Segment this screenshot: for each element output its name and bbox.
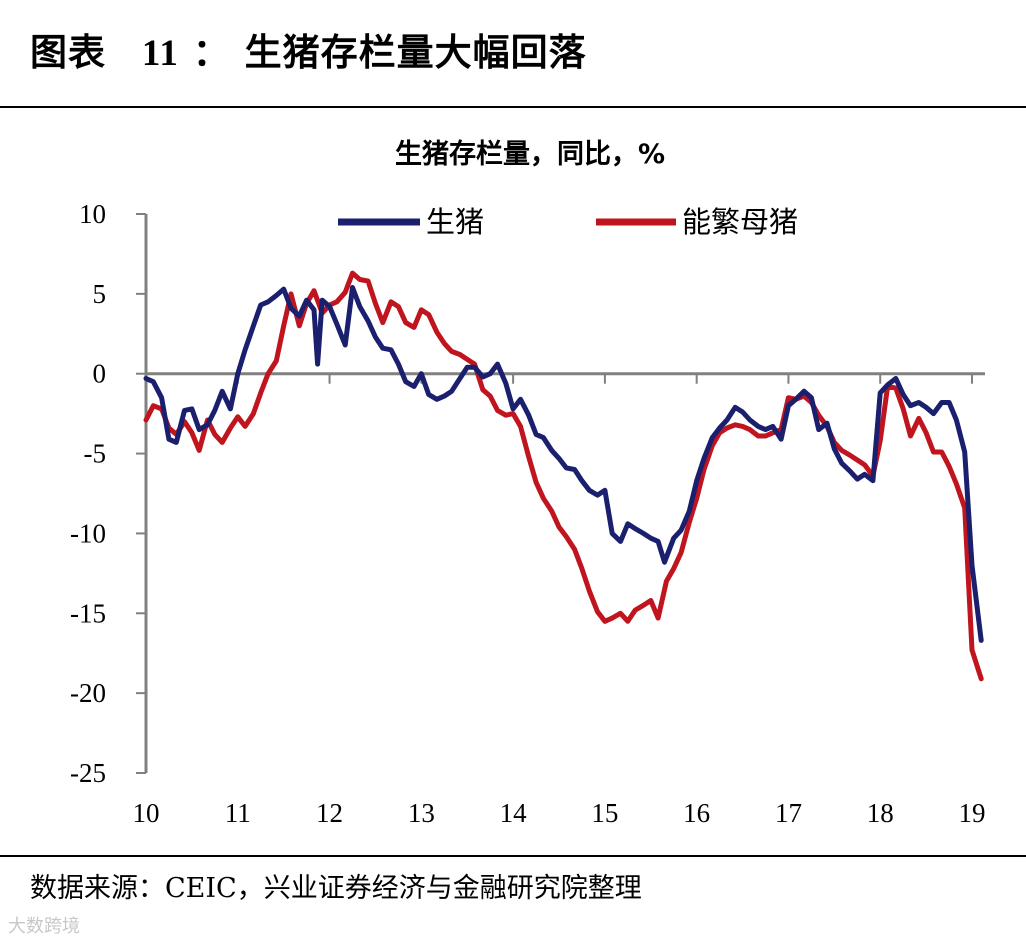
x-tick-label: 10 [133,798,160,828]
legend-label-pig: 生猪 [426,205,484,239]
x-axis: 10 11 12 13 14 15 16 17 18 19 [133,372,986,828]
y-tick-label: -25 [70,758,106,788]
watermark: 大数跨境 [8,916,80,937]
top-divider [0,106,1026,108]
y-tick-label: -10 [70,518,106,548]
series-line-sow [143,270,984,682]
y-tick-label: -5 [84,439,107,469]
figure-title-prefix: 图表 [30,31,106,74]
figure-title: 图表 11 ： 生猪存栏量大幅回落 [30,22,587,76]
legend: 生猪 能繁母猪 [338,205,798,239]
legend-label-sow: 能繁母猪 [682,205,798,239]
x-tick-label: 15 [591,798,618,828]
x-tick-label: 14 [500,798,528,828]
figure-title-number: 11 [141,33,179,74]
y-tick-label: 5 [93,279,107,309]
y-tick-label: -15 [70,598,106,628]
figure-title-sep: ： [192,31,231,74]
bottom-divider [0,855,1026,857]
line-chart: 生猪存栏量，同比，% 生猪 能繁母猪 10 5 0 -5 -10 -15 -20 -25 10… [70,139,986,828]
x-tick-label: 11 [225,798,251,828]
series-line-pig [143,285,984,643]
x-tick-label: 17 [775,798,802,828]
y-tick-label: 10 [79,199,106,229]
x-tick-label: 12 [316,798,343,828]
x-tick-label: 16 [683,798,710,828]
x-tick-label: 18 [867,798,894,828]
x-tick-label: 19 [959,798,986,828]
y-axis: 10 5 0 -5 -10 -15 -20 -25 [70,199,148,788]
chart-title: 生猪存栏量，同比，% [395,139,665,170]
series-layer [143,270,984,682]
y-tick-label: -20 [70,678,106,708]
figure-title-text: 生猪存栏量大幅回落 [244,31,587,74]
x-tick-label: 13 [408,798,435,828]
y-tick-label: 0 [93,359,107,389]
data-source-note: 数据来源：CEIC，兴业证券经济与金融研究院整理 [30,873,642,904]
